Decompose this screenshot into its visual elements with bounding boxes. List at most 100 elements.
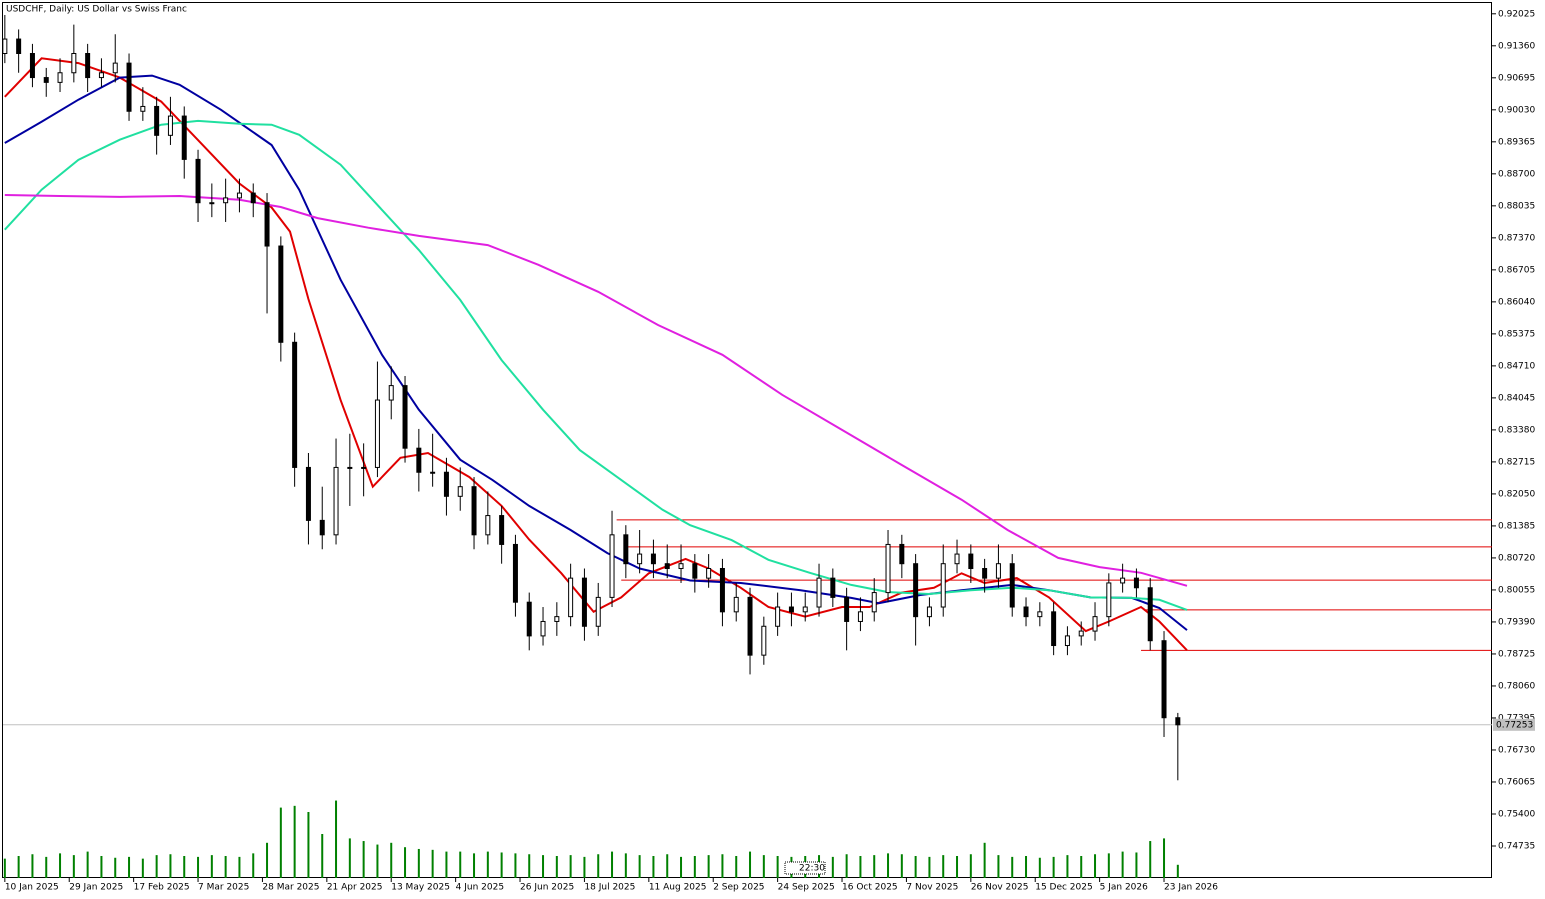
volume-bar [348, 838, 351, 878]
volume-bar [887, 853, 890, 878]
candle-body [499, 515, 505, 545]
candle-body [899, 543, 905, 565]
y-tick-label: 0.75400 [1498, 809, 1535, 819]
candle-body [788, 606, 794, 613]
candle-body [982, 568, 988, 579]
volume-bar [597, 854, 600, 878]
candle-body [968, 553, 974, 570]
volume-bar [404, 847, 407, 878]
volume-bar [293, 805, 296, 878]
y-tick-label: 0.74735 [1498, 841, 1535, 851]
volume-bar [873, 855, 876, 878]
moving-average [4, 57, 1188, 651]
candle-body [733, 596, 739, 613]
volume-bar [335, 800, 338, 878]
candle-body [1120, 577, 1126, 584]
x-tick-label: 23 Jan 2026 [1164, 883, 1218, 893]
volume-bar [845, 854, 848, 878]
candle-body [347, 466, 353, 469]
volume-bar [114, 857, 117, 878]
volume-bar [417, 848, 420, 878]
candle-body [485, 515, 491, 536]
candle-body [637, 553, 643, 565]
candle-body [885, 543, 891, 594]
volume-bar [638, 855, 641, 878]
timer-box [784, 861, 826, 875]
price-label: 0.77253 [1496, 720, 1533, 730]
candle-body [816, 577, 822, 608]
candle-body [926, 606, 932, 618]
candle-body [568, 577, 574, 618]
candle-body [609, 534, 615, 598]
candle-body [512, 543, 518, 603]
candle-body [388, 385, 394, 401]
candle-body [540, 620, 546, 637]
volume-bar [1066, 855, 1069, 878]
candle-body [1106, 582, 1112, 618]
candle-body [333, 466, 339, 536]
candle-body [443, 471, 449, 497]
y-tick-label: 0.81385 [1498, 521, 1535, 531]
candle-body [692, 563, 698, 579]
volume-bar [238, 856, 241, 878]
volume-bar [445, 851, 448, 878]
y-tick-label: 0.76065 [1498, 777, 1535, 787]
volume-bar [169, 854, 172, 878]
candle-body [1175, 717, 1181, 726]
volume-bar [914, 856, 917, 878]
x-tick-label: 10 Jan 2025 [5, 883, 59, 893]
volume-bar [942, 855, 945, 878]
candle-body [581, 577, 587, 627]
y-tick-label: 0.80055 [1498, 585, 1535, 595]
candle-body [402, 385, 408, 449]
candle-body [871, 592, 877, 613]
volume-bar [1094, 854, 1097, 878]
candle-body [416, 447, 422, 473]
candle-body [471, 486, 477, 536]
x-tick-label: 16 Oct 2025 [842, 883, 898, 893]
y-tick-label: 0.90030 [1498, 105, 1535, 115]
candle-body [292, 341, 298, 468]
volume-bar [1149, 841, 1152, 878]
candle-body [623, 534, 629, 565]
candle-body [223, 197, 229, 204]
candle-body [761, 625, 767, 656]
volume-bar [183, 856, 186, 878]
candle-body [650, 553, 656, 565]
candle-body [71, 53, 77, 74]
volume-bar [17, 856, 20, 878]
candle-body [775, 606, 781, 627]
volume-bar [680, 856, 683, 878]
candle-body [278, 245, 284, 343]
y-tick-label: 0.88700 [1498, 169, 1535, 179]
candle-body [554, 616, 560, 622]
y-tick-label: 0.84710 [1498, 361, 1535, 371]
volume-bar [100, 856, 103, 878]
x-tick-label: 26 Nov 2025 [971, 883, 1029, 893]
x-tick-label: 15 Dec 2025 [1035, 883, 1093, 893]
volume-bar [900, 854, 903, 878]
y-tick-label: 0.77395 [1498, 713, 1535, 723]
x-tick-label: 7 Nov 2025 [906, 883, 958, 893]
candle-body [264, 202, 270, 247]
candle-body [29, 53, 35, 79]
candle-body [154, 105, 160, 136]
y-tick-label: 0.80720 [1498, 553, 1535, 563]
volume-bar [252, 853, 255, 878]
volume-bar [72, 855, 75, 878]
y-tick-label: 0.82050 [1498, 489, 1535, 499]
y-tick-label: 0.88035 [1498, 201, 1535, 211]
candle-body [195, 158, 201, 204]
timer: 22:30 [799, 864, 825, 874]
candle-body [719, 568, 725, 613]
candle-body [361, 466, 367, 469]
volume-bar [1135, 852, 1138, 878]
volume-bar [762, 855, 765, 878]
candle-body [1009, 563, 1015, 608]
y-tick-label: 0.79390 [1498, 617, 1535, 627]
volume-bar [486, 851, 489, 878]
y-tick-label: 0.91360 [1498, 41, 1535, 51]
volume-bar [1163, 838, 1166, 878]
x-tick-label: 21 Apr 2025 [327, 883, 383, 893]
